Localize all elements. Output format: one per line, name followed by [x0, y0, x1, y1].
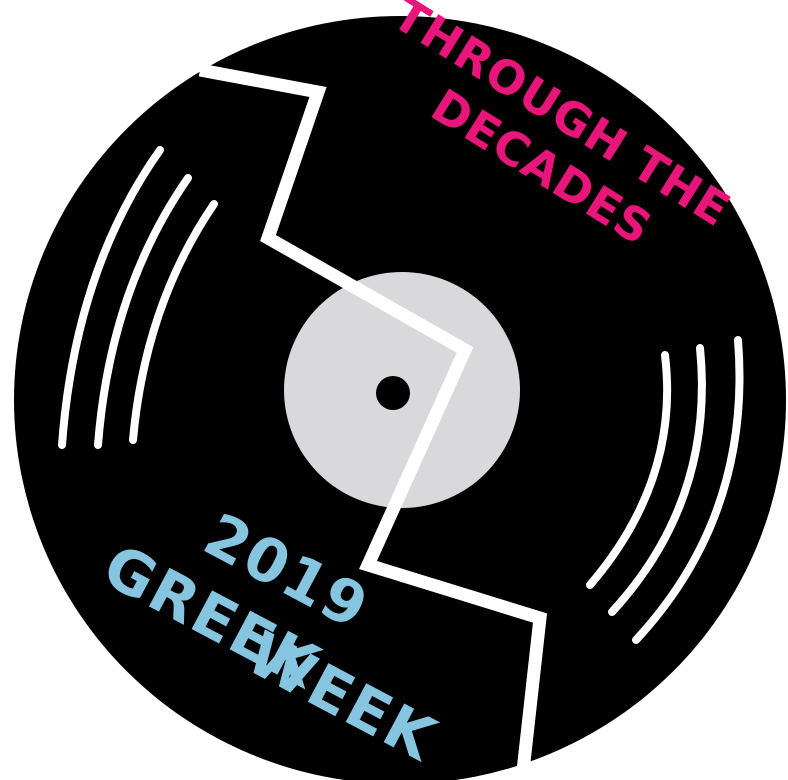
groove — [608, 344, 706, 616]
groove — [129, 200, 218, 444]
record-hole — [376, 376, 410, 410]
groove — [586, 351, 672, 589]
right-grooves — [586, 336, 744, 644]
groove — [632, 336, 744, 644]
groove — [94, 174, 192, 449]
groove — [58, 146, 164, 449]
left-grooves — [58, 146, 218, 449]
record-crack — [198, 63, 548, 780]
